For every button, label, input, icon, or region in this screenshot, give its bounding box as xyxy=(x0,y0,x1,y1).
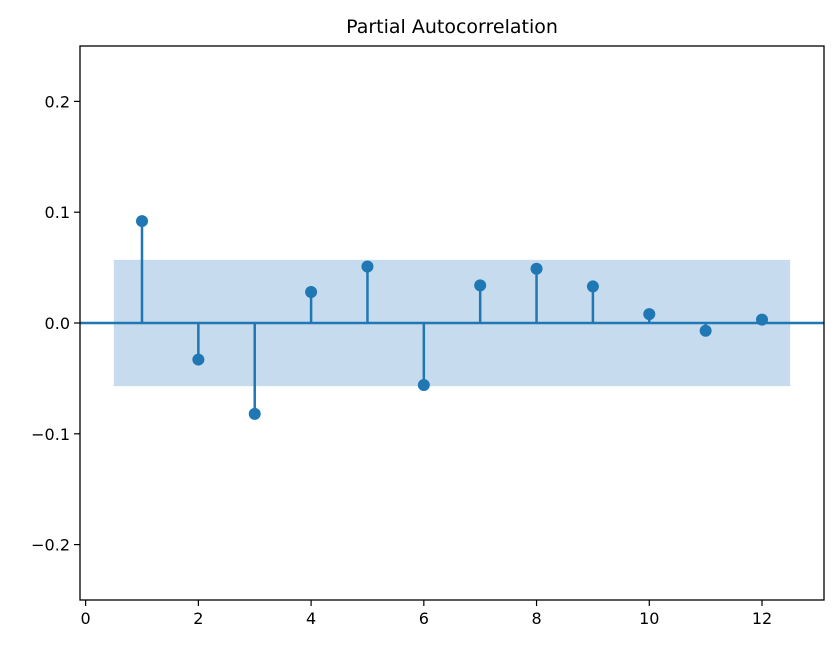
point-lag-6 xyxy=(417,379,430,392)
x-tick-label: 4 xyxy=(306,609,316,628)
y-tick-label: 0.1 xyxy=(45,203,70,222)
y-axis-ticks: −0.2 −0.1 0.0 0.1 0.2 xyxy=(31,92,80,555)
x-tick-label: 6 xyxy=(419,609,429,628)
point-lag-9 xyxy=(586,280,599,293)
x-axis-ticks: 0 2 4 6 8 10 12 xyxy=(81,600,772,628)
point-lag-12 xyxy=(756,313,768,326)
y-tick-label: −0.1 xyxy=(31,425,70,444)
y-tick-label: −0.2 xyxy=(31,536,70,555)
point-lag-10 xyxy=(643,308,656,321)
x-tick-label: 8 xyxy=(531,609,541,628)
stem-layer xyxy=(136,215,768,420)
point-lag-7 xyxy=(474,279,487,292)
x-tick-label: 12 xyxy=(752,609,772,628)
point-lag-3 xyxy=(248,407,261,420)
point-lag-4 xyxy=(305,285,318,298)
x-tick-label: 10 xyxy=(639,609,659,628)
chart-title: Partial Autocorrelation xyxy=(346,16,558,38)
point-lag-2 xyxy=(192,353,205,366)
x-tick-label: 2 xyxy=(193,609,203,628)
point-lag-8 xyxy=(530,262,543,275)
point-lag-11 xyxy=(699,324,712,337)
x-tick-label: 0 xyxy=(81,609,91,628)
y-tick-label: 0.0 xyxy=(45,314,70,333)
point-lag-5 xyxy=(361,260,374,273)
y-tick-label: 0.2 xyxy=(45,92,70,111)
point-lag-1 xyxy=(136,215,148,228)
